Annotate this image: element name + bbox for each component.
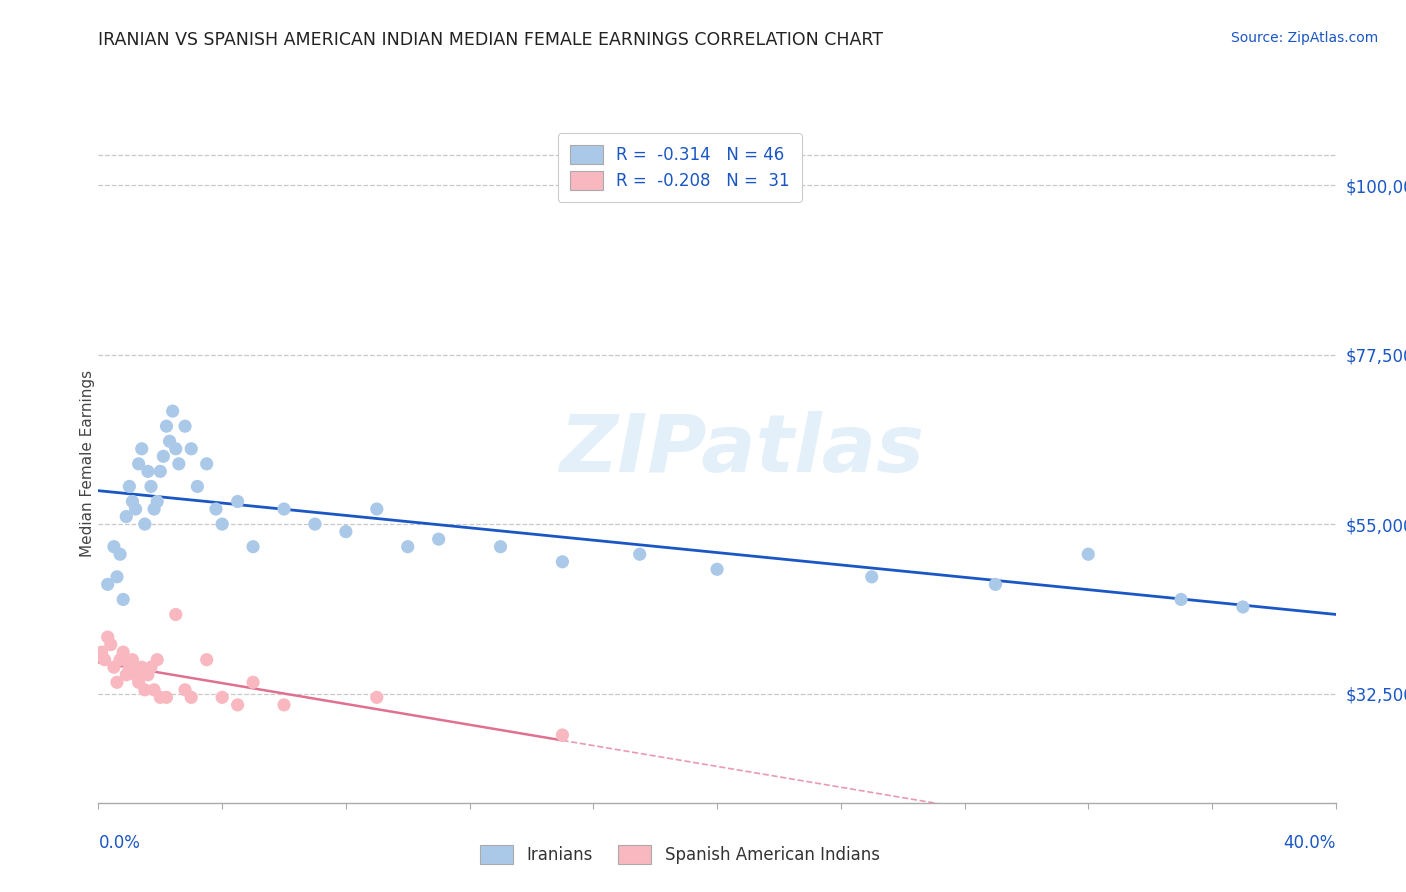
Point (136, 667, 159, 681)
Point (273, 698, 295, 712)
Point (180, 690, 202, 705)
Point (155, 419, 177, 434)
Point (211, 690, 233, 705)
Point (211, 517, 233, 532)
Point (174, 419, 197, 434)
Point (90, 645, 112, 659)
Y-axis label: Median Female Earnings: Median Female Earnings (80, 370, 94, 558)
Point (162, 404, 184, 418)
Point (131, 660, 153, 674)
Point (1232, 599, 1254, 614)
Point (146, 653, 169, 667)
Point (115, 667, 138, 681)
Point (195, 653, 218, 667)
Point (242, 540, 264, 554)
Point (205, 502, 228, 516)
Point (93, 653, 115, 667)
Point (115, 509, 138, 524)
Point (105, 570, 128, 584)
Point (108, 653, 131, 667)
Point (273, 502, 295, 516)
Point (121, 494, 143, 508)
Point (860, 570, 883, 584)
Point (118, 660, 141, 674)
Point (366, 502, 388, 516)
Point (121, 653, 143, 667)
Point (124, 502, 146, 516)
Point (226, 698, 249, 712)
Text: 0.0%: 0.0% (98, 834, 141, 852)
Point (1077, 547, 1099, 561)
Point (143, 502, 166, 516)
Point (396, 540, 419, 554)
Point (226, 494, 249, 508)
Point (242, 675, 264, 690)
Point (108, 547, 131, 561)
Point (128, 457, 150, 471)
Point (105, 675, 128, 690)
Point (134, 682, 156, 697)
Point (427, 532, 450, 546)
Point (165, 442, 187, 456)
Point (128, 675, 150, 690)
Point (143, 682, 166, 697)
Point (174, 682, 197, 697)
Point (149, 464, 172, 478)
Point (112, 592, 135, 607)
Point (131, 442, 153, 456)
Point (186, 479, 208, 493)
Point (146, 494, 169, 508)
Point (159, 434, 181, 449)
Text: IRANIAN VS SPANISH AMERICAN INDIAN MEDIAN FEMALE EARNINGS CORRELATION CHART: IRANIAN VS SPANISH AMERICAN INDIAN MEDIA… (98, 31, 883, 49)
Point (103, 660, 125, 674)
Text: ZIPatlas: ZIPatlas (560, 411, 924, 490)
Point (152, 450, 174, 464)
Point (103, 540, 125, 554)
Point (136, 464, 159, 478)
Point (155, 690, 177, 705)
Point (112, 645, 135, 659)
Point (165, 607, 187, 622)
Point (124, 667, 146, 681)
Point (304, 517, 326, 532)
Point (489, 540, 512, 554)
Point (134, 517, 156, 532)
Point (97, 630, 120, 644)
Text: 40.0%: 40.0% (1284, 834, 1336, 852)
Point (167, 457, 190, 471)
Point (180, 442, 202, 456)
Point (195, 457, 218, 471)
Point (139, 479, 162, 493)
Point (551, 555, 574, 569)
Legend: Iranians, Spanish American Indians: Iranians, Spanish American Indians (468, 833, 891, 876)
Text: Source: ZipAtlas.com: Source: ZipAtlas.com (1230, 31, 1378, 45)
Point (139, 660, 162, 674)
Point (335, 524, 357, 539)
Point (1170, 592, 1192, 607)
Point (628, 547, 651, 561)
Point (149, 690, 172, 705)
Point (984, 577, 1007, 591)
Point (551, 728, 574, 742)
Point (97, 577, 120, 591)
Point (366, 690, 388, 705)
Point (706, 562, 728, 576)
Point (100, 638, 122, 652)
Point (118, 479, 141, 493)
